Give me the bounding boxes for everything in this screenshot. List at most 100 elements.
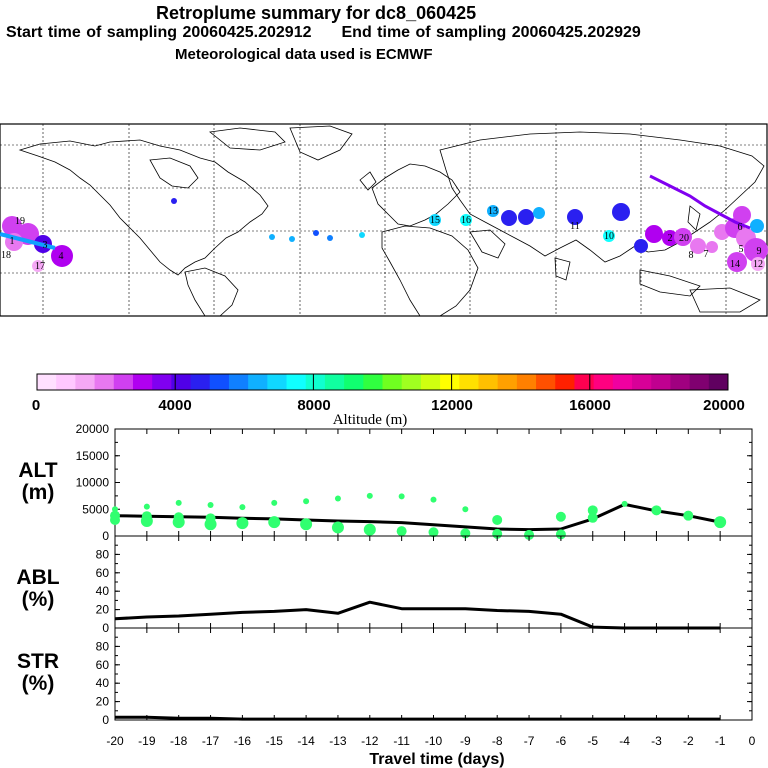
map-label: 10 [604, 231, 614, 242]
alt-data-point [555, 511, 566, 522]
end-time-label: End time of sampling 20060425.202929 [341, 24, 641, 41]
map-marker [501, 210, 517, 226]
x-axis-ticks: -20 -19 -18 -17 -16 -15 -14 -13 -12 -11 -10 -9 -8 -7-… [106, 734, 755, 748]
x-tick-label: -15 [266, 734, 284, 748]
panel-abl: 0 20 40 60 80 [96, 535, 753, 635]
map-label: 9 [757, 246, 762, 257]
map-marker [429, 214, 441, 226]
colorbar-swatch [113, 374, 134, 390]
colorbar-swatch [94, 374, 115, 390]
map-marker [327, 235, 333, 241]
alt-data-point [143, 503, 150, 510]
colorbar-swatch [670, 374, 691, 390]
map-label: 18 [1, 250, 11, 261]
colorbar-swatch [612, 374, 633, 390]
y-tick-label: 20000 [76, 422, 110, 436]
alt-data-point [555, 529, 566, 540]
y-tick-label: 15000 [76, 449, 110, 463]
colorbar-tick: 16000 [569, 397, 611, 414]
map-marker [690, 238, 706, 254]
map-marker [2, 216, 22, 236]
map-marker [567, 209, 583, 225]
colorbar-swatch [708, 374, 729, 390]
y-tick-label: 5000 [82, 502, 109, 516]
colorbar-swatch [459, 374, 479, 390]
alt-data-point [110, 514, 120, 525]
alt-data-point [714, 516, 727, 529]
map-label: 13 [488, 206, 498, 217]
y-tick-label: 10000 [76, 476, 110, 490]
abl-panel-label: ABL [16, 566, 59, 589]
y-tick-label: 40 [96, 676, 110, 690]
map-label: 2 [668, 233, 673, 244]
map-trajectory-line [0, 232, 56, 250]
alt-panel-unit: (m) [22, 481, 55, 504]
y-tick-label: 0 [102, 713, 109, 727]
alt-data-point [524, 529, 535, 540]
coastlines [18, 125, 765, 317]
colorbar-swatch [478, 374, 499, 390]
y-tick-label: 60 [96, 658, 110, 672]
map-label: 12 [753, 259, 763, 270]
time-series-panels: 0 5000 10000 15000 20000 0 20 40 60 80 0 20 40 60 80 [76, 422, 753, 727]
map-marker [359, 232, 365, 238]
panel-alt: 0 5000 10000 15000 20000 [76, 422, 753, 543]
alt-data-point [172, 516, 185, 529]
colorbar-tick: 8000 [297, 397, 330, 414]
alt-data-point [396, 526, 407, 537]
colorbar-tick: 4000 [158, 397, 191, 414]
str-panel-unit: (%) [22, 672, 55, 695]
y-tick-label: 80 [96, 639, 110, 653]
alt-data-point [207, 501, 214, 508]
x-axis-title: Travel time (days) [369, 751, 504, 768]
map-label: 19 [15, 216, 25, 227]
map-label: 4 [59, 251, 64, 262]
alt-data-point [268, 516, 281, 529]
map-label: 20 [679, 233, 689, 244]
y-tick-label: 60 [96, 566, 110, 580]
alt-data-point [398, 493, 405, 500]
colorbar-swatch [497, 374, 518, 390]
colorbar-swatch [56, 374, 76, 390]
alt-data-point [331, 521, 344, 534]
alt-data-point [175, 499, 182, 506]
map-marker [727, 252, 747, 272]
colorbar-swatch [305, 374, 326, 390]
alt-data-point [239, 504, 246, 511]
map-trajectory-line [649, 174, 751, 230]
abl-panel-unit: (%) [22, 588, 55, 611]
series-line-str [115, 715, 721, 721]
x-tick-label: -14 [297, 734, 315, 748]
colorbar-ticks: 0 4000 8000 12000 16000 20000 [32, 397, 745, 414]
colorbar-swatch [75, 374, 96, 390]
map-marker [674, 228, 692, 246]
map-label: 17 [35, 261, 45, 272]
map-marker [751, 257, 765, 271]
colorbar-swatch [228, 374, 249, 390]
map-marker [518, 209, 534, 225]
colorbar-swatch [324, 374, 345, 390]
altitude-colorbar [36, 373, 729, 391]
colorbar-frame [36, 373, 729, 391]
x-tick-label: -16 [234, 734, 252, 748]
map-marker [706, 241, 718, 253]
x-tick-label: -4 [619, 734, 630, 748]
x-tick-label: -2 [683, 734, 694, 748]
alt-data-point [334, 495, 341, 502]
colorbar-swatch [248, 374, 268, 390]
colorbar-swatch [440, 374, 460, 390]
map-label: 7 [704, 249, 709, 260]
alt-data-point [683, 510, 694, 521]
start-time-label: Start time of sampling 20060425.202912 [6, 24, 312, 41]
colorbar-swatch [593, 374, 614, 390]
map-marker [487, 205, 499, 217]
colorbar-swatch [190, 374, 211, 390]
x-tick-label: -19 [138, 734, 156, 748]
alt-data-point [651, 505, 662, 516]
alt-data-point [428, 527, 439, 538]
alt-data-point [492, 514, 503, 525]
colorbar-swatch [209, 374, 230, 390]
map-marker [533, 207, 545, 219]
colorbar-swatch [344, 374, 364, 390]
